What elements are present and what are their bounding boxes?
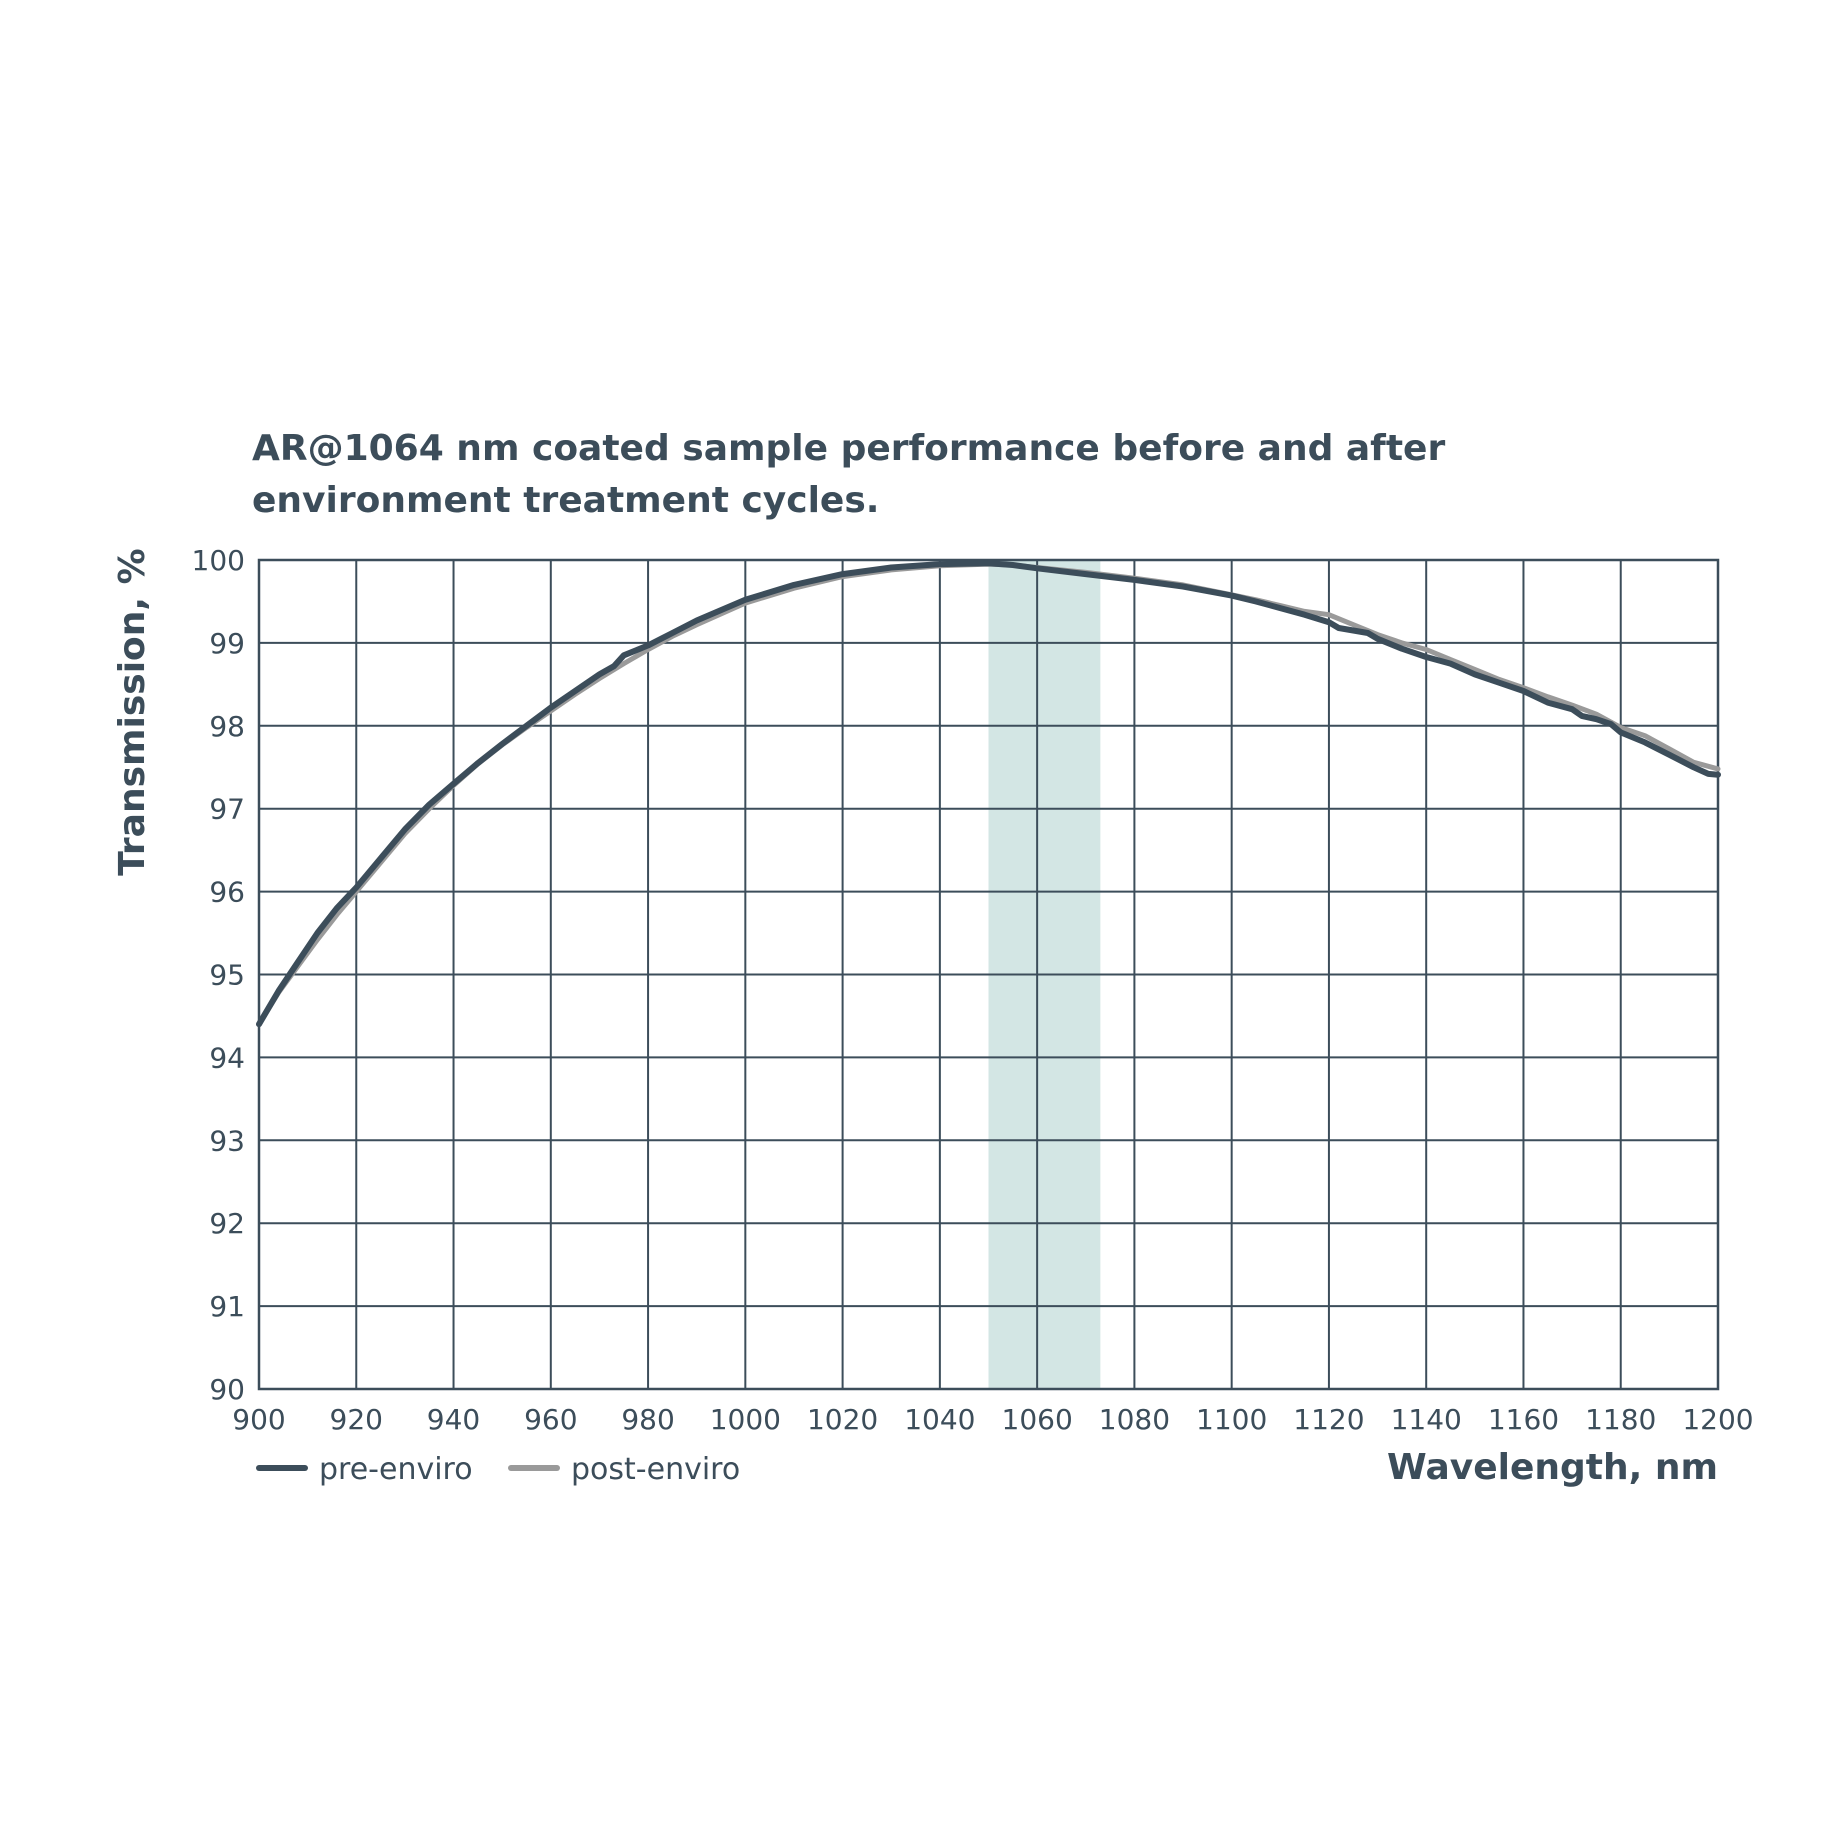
y-tick-label-97: 97: [209, 793, 245, 826]
y-tick-label-95: 95: [209, 959, 245, 992]
y-tick-label-96: 96: [209, 876, 245, 909]
y-tick-label-92: 92: [209, 1207, 245, 1240]
grid-layer: [257, 558, 1720, 1391]
x-tick-label-940: 940: [427, 1403, 480, 1436]
chart-title-line-1: AR@1064 nm coated sample performance bef…: [252, 428, 1445, 469]
x-tick-label-980: 980: [621, 1403, 674, 1436]
series-line-pre-enviro: [256, 560, 1721, 1028]
x-tick-label-900: 900: [232, 1403, 285, 1436]
chart-title-line-2: environment treatment cycles.: [252, 480, 879, 521]
x-tick-label-1200: 1200: [1682, 1403, 1753, 1436]
y-tick-label-94: 94: [209, 1041, 245, 1074]
y-tick-label-93: 93: [209, 1124, 245, 1157]
x-tick-label-1000: 1000: [710, 1403, 781, 1436]
legend-label-pre-enviro: pre-enviro: [319, 1452, 473, 1487]
y-tick-label-91: 91: [209, 1290, 245, 1323]
x-tick-label-960: 960: [524, 1403, 577, 1436]
y-tick-label-100: 100: [192, 544, 245, 577]
plot-frame: [257, 558, 1720, 1391]
x-tick-label-1180: 1180: [1585, 1403, 1656, 1436]
series-layer: [256, 560, 1721, 1028]
y-tick-label-99: 99: [209, 627, 245, 660]
x-tick-label-1100: 1100: [1196, 1403, 1267, 1436]
x-tick-label-1020: 1020: [807, 1403, 878, 1436]
x-tick-label-1040: 1040: [904, 1403, 975, 1436]
x-tick-label-1160: 1160: [1488, 1403, 1559, 1436]
x-tick-label-1140: 1140: [1391, 1403, 1462, 1436]
legend: pre-enviro post-enviro: [256, 1452, 740, 1487]
x-tick-label-920: 920: [330, 1403, 383, 1436]
x-tick-label-1060: 1060: [1002, 1403, 1073, 1436]
x-tick-label-1080: 1080: [1099, 1403, 1170, 1436]
x-axis-label: Wavelength, nm: [1387, 1447, 1718, 1488]
x-tick-label-1120: 1120: [1293, 1403, 1364, 1436]
legend-label-post-enviro: post-enviro: [571, 1452, 740, 1487]
y-tick-label-90: 90: [209, 1373, 245, 1406]
y-axis-label: Transmission, %: [112, 548, 153, 875]
y-tick-label-98: 98: [209, 710, 245, 743]
tick-label-layer: 900 920 940 960 980 1000 1020 1040 1060 1080 1100 1…: [192, 544, 1754, 1436]
